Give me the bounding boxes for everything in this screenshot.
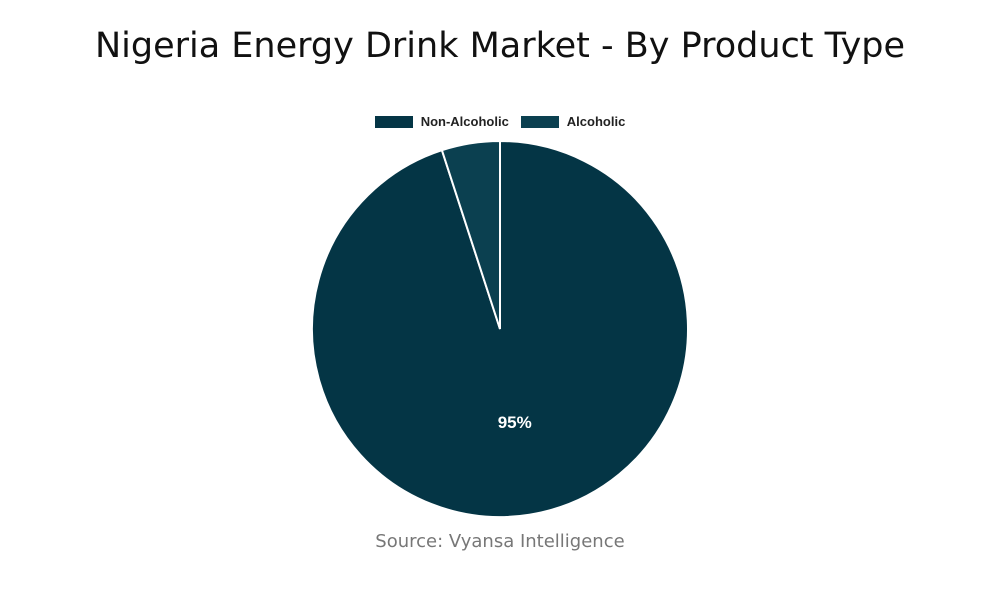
legend-label: Alcoholic [566, 114, 626, 129]
data-label: 95% [498, 413, 532, 432]
legend-item-alcoholic[interactable]: Alcoholic [520, 114, 626, 129]
legend-swatch [520, 115, 559, 128]
legend-swatch [374, 115, 413, 128]
legend: Non-Alcoholic Alcoholic [0, 114, 1000, 129]
source-note: Source: Vyansa Intelligence [375, 531, 625, 552]
legend-label: Non-Alcoholic [420, 114, 509, 129]
legend-item-non-alcoholic[interactable]: Non-Alcoholic [374, 114, 509, 129]
chart-title: Nigeria Energy Drink Market - By Product… [94, 26, 906, 66]
pie-slice-alcoholic[interactable] [440, 139, 501, 330]
